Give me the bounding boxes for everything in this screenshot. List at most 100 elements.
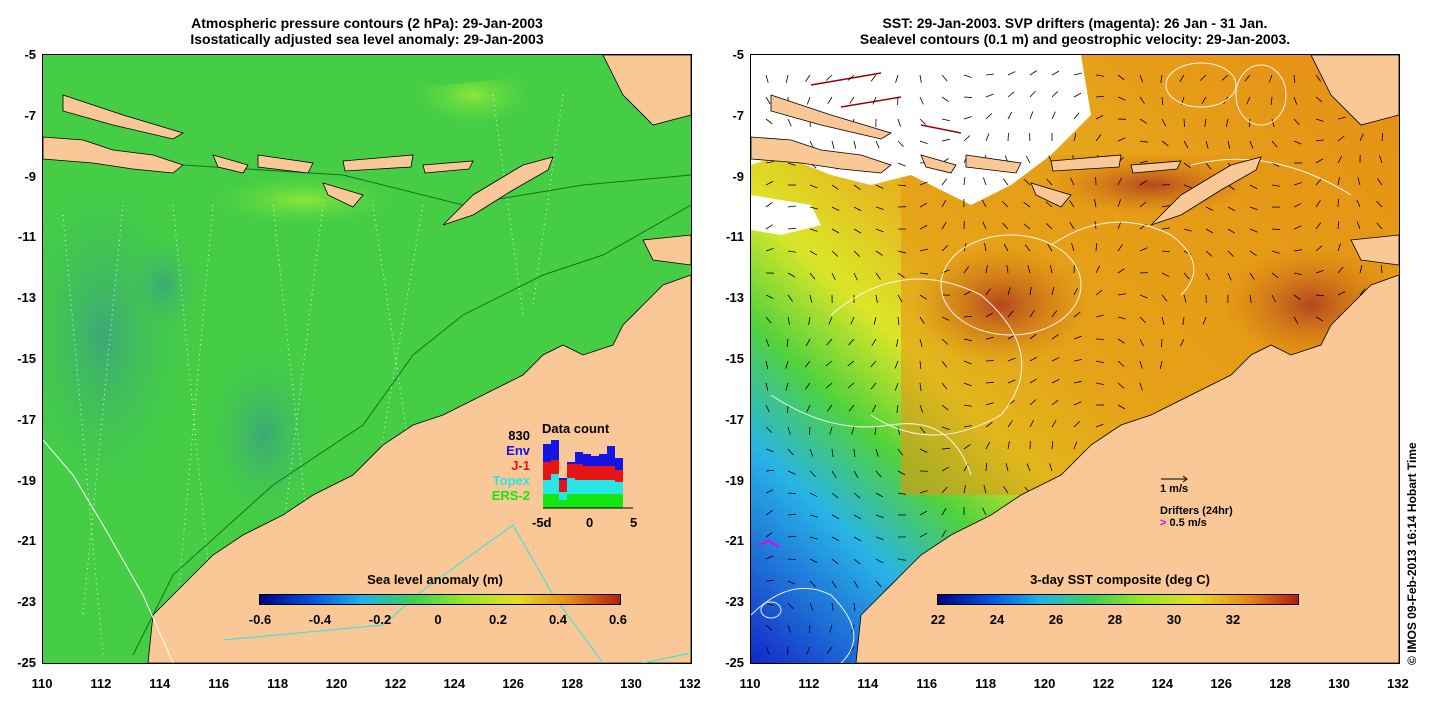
velocity-arrow bbox=[919, 382, 922, 391]
velocity-arrow bbox=[941, 199, 947, 208]
velocity-arrow bbox=[1071, 243, 1075, 252]
velocity-arrow bbox=[870, 360, 877, 368]
velocity-arrow bbox=[897, 184, 907, 187]
velocity-arrow bbox=[1337, 116, 1346, 120]
velocity-arrow bbox=[1293, 74, 1296, 83]
velocity-arrow bbox=[963, 290, 972, 296]
velocity-arrow bbox=[765, 96, 771, 105]
velocity-arrow bbox=[1227, 140, 1231, 149]
right-sst-map[interactable] bbox=[750, 54, 1400, 664]
velocity-arrow bbox=[787, 426, 791, 435]
velocity-arrow bbox=[1023, 223, 1031, 230]
velocity-arrow bbox=[1271, 250, 1280, 254]
y-tick-label: -5 bbox=[24, 47, 36, 62]
velocity-arrow bbox=[825, 360, 833, 367]
velocity-arrow bbox=[1161, 96, 1164, 106]
velocity-arrow bbox=[897, 448, 904, 456]
velocity-arrow bbox=[897, 492, 906, 495]
velocity-arrow bbox=[765, 247, 774, 252]
velocity-arrow bbox=[809, 536, 818, 540]
velocity-arrow bbox=[941, 447, 951, 450]
velocity-arrow bbox=[1095, 360, 1104, 364]
velocity-arrow bbox=[826, 404, 833, 412]
velocity-arrow bbox=[809, 228, 818, 232]
velocity-arrow bbox=[853, 536, 862, 542]
velocity-arrow bbox=[853, 602, 856, 611]
velocity-arrow bbox=[1139, 338, 1144, 347]
velocity-arrow bbox=[825, 382, 833, 389]
x-tick-label: 132 bbox=[1387, 676, 1409, 691]
velocity-arrow bbox=[853, 492, 861, 499]
y-tick-label: -17 bbox=[725, 411, 744, 427]
velocity-arrow bbox=[1095, 134, 1102, 142]
velocity-arrow bbox=[1159, 360, 1163, 369]
velocity-arrow bbox=[765, 316, 772, 324]
velocity-arrow bbox=[787, 227, 797, 230]
velocity-arrow bbox=[875, 580, 882, 588]
velocity-arrow bbox=[1205, 206, 1214, 211]
y-tick-label: -11 bbox=[725, 229, 744, 245]
velocity-arrow bbox=[875, 448, 879, 457]
velocity-arrow bbox=[1337, 135, 1345, 142]
left-map-title: Atmospheric pressure contours (2 hPa): 2… bbox=[42, 15, 692, 47]
velocity-arrow bbox=[1227, 206, 1236, 212]
velocity-arrow bbox=[826, 646, 833, 654]
velocity-arrow bbox=[1051, 310, 1058, 318]
velocity-arrow bbox=[983, 485, 987, 494]
velocity-arrow bbox=[1117, 404, 1126, 410]
velocity-arrow bbox=[985, 93, 994, 98]
velocity-arrow bbox=[941, 316, 950, 321]
velocity-arrow bbox=[831, 514, 840, 520]
left-cb-tick-6: 0.4 bbox=[548, 612, 568, 627]
velocity-arrow bbox=[1095, 382, 1104, 385]
velocity-arrow bbox=[981, 199, 987, 208]
velocity-arrow bbox=[1051, 70, 1060, 76]
velocity-arrow bbox=[963, 404, 972, 407]
velocity-arrow bbox=[1029, 70, 1037, 76]
x-tick-label: 114 bbox=[857, 676, 879, 691]
velocity-arrow bbox=[1095, 423, 1104, 428]
velocity-arrow bbox=[1271, 228, 1281, 230]
velocity-arrow bbox=[1029, 310, 1035, 318]
velocity-arrow bbox=[875, 470, 882, 478]
velocity-arrow bbox=[897, 294, 903, 303]
velocity-arrow bbox=[1073, 380, 1082, 384]
velocity-arrow bbox=[1227, 228, 1236, 234]
velocity-arrow bbox=[1179, 74, 1185, 83]
velocity-arrow bbox=[1005, 463, 1009, 472]
velocity-arrow bbox=[806, 646, 811, 655]
velocity-arrow bbox=[963, 444, 971, 450]
velocity-arrow bbox=[1161, 118, 1167, 127]
right-cb-tick-4: 28 bbox=[1107, 612, 1123, 627]
velocity-arrow bbox=[1139, 160, 1148, 164]
velocity-arrow bbox=[1315, 245, 1323, 252]
velocity-arrow bbox=[1095, 242, 1098, 252]
velocity-arrow bbox=[1007, 334, 1016, 340]
velocity-arrow bbox=[1183, 162, 1191, 169]
velocity-arrow bbox=[1249, 228, 1258, 233]
velocity-arrow bbox=[1007, 287, 1011, 296]
velocity-arrow bbox=[1271, 118, 1275, 127]
velocity-arrow bbox=[941, 118, 950, 122]
drifters-scale: > 0.5 m/s bbox=[1160, 517, 1207, 529]
velocity-arrow bbox=[1139, 118, 1147, 124]
x-tick-label: 126 bbox=[1210, 676, 1233, 691]
velocity-arrow bbox=[1161, 140, 1169, 147]
velocity-arrow bbox=[1337, 243, 1341, 252]
velocity-arrow bbox=[941, 222, 947, 230]
velocity-arrow bbox=[1161, 205, 1170, 208]
velocity-arrow bbox=[785, 360, 789, 369]
velocity-arrow bbox=[963, 425, 972, 428]
velocity-arrow bbox=[941, 382, 948, 390]
left-sea-level-map[interactable] bbox=[42, 54, 692, 664]
velocity-arrow bbox=[1029, 419, 1035, 428]
velocity-arrow bbox=[808, 316, 811, 325]
x-tick-label: 116 bbox=[208, 676, 230, 691]
velocity-arrow bbox=[896, 404, 899, 413]
velocity-arrow bbox=[1337, 155, 1343, 164]
velocity-arrow bbox=[1051, 399, 1059, 406]
velocity-arrow bbox=[765, 404, 770, 413]
velocity-arrow bbox=[1139, 74, 1144, 83]
velocity-arrow bbox=[897, 140, 904, 148]
velocity-arrow bbox=[1337, 177, 1340, 186]
